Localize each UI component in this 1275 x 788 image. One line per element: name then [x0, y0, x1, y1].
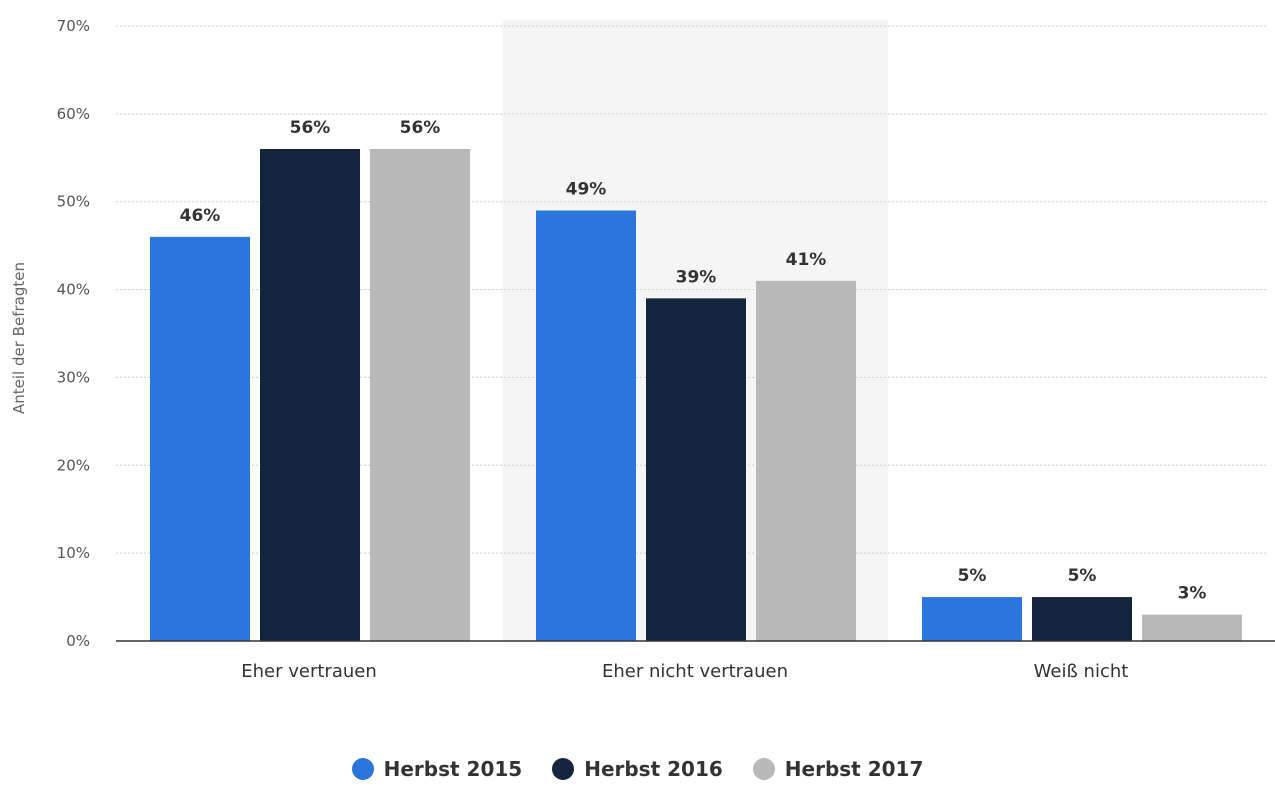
y-axis-ticks: 0% 10% 20% 30% 40% 50% 60% 70%	[57, 17, 90, 650]
bar[interactable]	[1032, 597, 1132, 641]
data-label: 5%	[958, 566, 987, 586]
legend-swatch-circle-icon	[752, 758, 775, 780]
x-category-label: Weiß nicht	[1034, 661, 1129, 682]
legend-item-herbst-2016[interactable]: Herbst 2016	[552, 757, 723, 781]
data-label: 49%	[566, 180, 607, 200]
legend-item-herbst-2015[interactable]: Herbst 2015	[351, 757, 523, 781]
legend-label: Herbst 2016	[584, 757, 723, 781]
legend: Herbst 2015 Herbst 2016 Herbst 2017	[0, 757, 1275, 781]
bar[interactable]	[370, 149, 470, 641]
bar[interactable]	[756, 280, 856, 641]
legend-swatch-circle-icon	[351, 758, 374, 780]
bar[interactable]	[260, 149, 360, 641]
bar[interactable]	[536, 210, 636, 642]
y-tick-label: 20%	[57, 456, 90, 474]
legend-label: Herbst 2017	[784, 757, 924, 781]
legend-item-herbst-2017[interactable]: Herbst 2017	[752, 757, 924, 781]
data-label: 56%	[290, 118, 331, 138]
data-label: 41%	[786, 250, 827, 270]
y-tick-label: 0%	[66, 632, 90, 650]
bar[interactable]	[1142, 614, 1242, 641]
y-tick-label: 30%	[57, 368, 90, 386]
bar[interactable]	[150, 236, 250, 641]
data-label: 46%	[180, 206, 221, 226]
x-category-label: Eher vertrauen	[241, 661, 376, 682]
y-tick-label: 40%	[57, 281, 90, 299]
y-tick-label: 60%	[57, 105, 90, 123]
data-labels: 46% 49% 5% 56% 39% 5% 56% 41% 3%	[180, 118, 1207, 604]
bars	[150, 149, 1242, 641]
y-tick-label: 50%	[57, 193, 90, 211]
x-category-label: Eher nicht vertrauen	[602, 661, 788, 682]
data-label: 3%	[1178, 584, 1207, 604]
x-axis-categories: Eher vertrauen Eher nicht vertrauen Weiß n…	[241, 661, 1128, 682]
legend-label: Herbst 2015	[383, 757, 523, 781]
bar[interactable]	[922, 597, 1022, 641]
data-label: 5%	[1068, 566, 1097, 586]
y-tick-label: 70%	[57, 17, 90, 35]
data-label: 56%	[400, 118, 441, 138]
bar[interactable]	[646, 298, 746, 641]
y-tick-label: 10%	[57, 544, 90, 562]
y-axis-title: Anteil der Befragten	[10, 262, 28, 414]
legend-swatch-circle-icon	[552, 758, 575, 780]
data-label: 39%	[676, 267, 717, 287]
